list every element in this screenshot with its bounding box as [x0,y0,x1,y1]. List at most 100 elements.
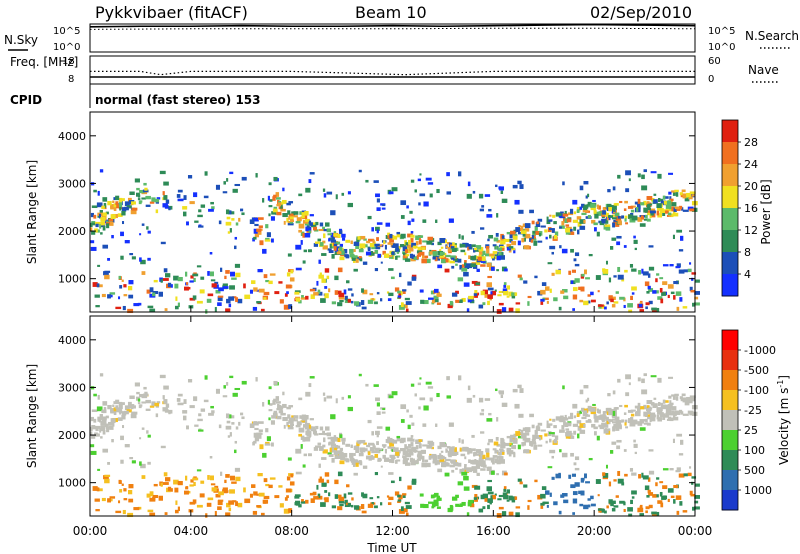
power-echo-cell [486,248,490,254]
velocity-echo-cell [322,444,326,448]
velocity-echo-cell [287,457,292,461]
nave-series-line [90,70,695,76]
power-echo-cell [636,204,641,209]
velocity-echo-cell [643,404,647,410]
power-echo-cell [636,206,639,212]
velocity-echo-cell [194,424,199,427]
power-echo-cell [295,298,301,302]
power-echo-cell [293,211,299,215]
velocity-echo-cell [518,413,524,418]
velocity-echo-cell [475,464,481,469]
velocity-echo-cell [287,425,291,428]
power-echo-cell [630,295,633,301]
velocity-echo-cell [405,505,412,509]
velocity-echo-cell [613,505,619,508]
power-echo-cell [655,278,658,283]
velocity-echo-cell [336,494,342,499]
velocity-echo-cell [670,495,675,499]
power-echo-cell [147,257,151,261]
velocity-echo-cell [484,498,488,502]
power-echo-cell [258,288,265,293]
velocity-echo-cell [370,455,374,460]
velocity-echo-cell [380,502,383,506]
power-echo-cell [625,188,630,193]
noise-frame [89,23,696,53]
power-echo-cell [90,246,97,251]
velocity-echo-cell [639,505,642,509]
velocity-echo-cell [165,477,171,482]
power-echo-cell [397,295,402,298]
velocity-echo-cell [234,440,238,444]
velocity-echo-cell [324,472,330,477]
velocity-echo-cell [562,417,569,421]
colorbar-swatch [722,230,738,253]
velocity-echo-cell [398,476,402,482]
velocity-echo-cell [99,428,102,433]
velocity-echo-cell [380,465,383,468]
power-echo-cell [657,205,663,211]
power-echo-cell [207,293,214,297]
power-echo-cell [376,292,380,295]
power-echo-cell [527,301,530,306]
colorbar-swatch [722,142,738,165]
velocity-echo-cell [427,440,434,445]
power-echo-cell [182,206,188,210]
power-echo-cell [400,233,406,239]
velocity-echo-cell [319,476,322,481]
power-echo-cell [334,243,338,247]
power-echo-cell [390,242,396,247]
power-echo-cell [288,304,293,309]
power-echo-cell [278,281,283,284]
velocity-echo-cell [290,423,294,427]
velocity-echo-cell [464,464,467,467]
velocity-echo-cell [524,432,530,436]
velocity-echo-cell [322,392,326,396]
velocity-echo-cell [562,385,565,390]
power-echo-cell [130,210,137,215]
velocity-echo-cell [107,498,111,503]
power-echo-cell [559,225,565,229]
power-echo-cell [389,233,393,239]
velocity-echo-cell [162,482,169,485]
power-echo-cell [565,231,571,235]
power-echo-cell [669,213,674,218]
power-echo-cell [225,221,232,226]
velocity-echo-cell [141,427,145,430]
power-echo-cell [206,298,212,303]
velocity-echo-cell [262,452,267,458]
velocity-echo-cell [608,499,613,504]
power-echo-cell [669,264,674,267]
velocity-echo-cell [406,409,409,413]
power-echo-cell [690,289,695,293]
velocity-echo-cell [662,485,668,490]
power-echo-cell [326,275,330,280]
power-echo-cell [634,247,637,251]
velocity-echo-cell [652,513,658,517]
velocity-echo-cell [361,492,364,497]
power-echo-cell [312,226,318,231]
velocity-echo-cell [667,416,672,420]
velocity-echo-cell [338,499,345,504]
power-echo-cell [512,184,518,189]
velocity-echo-cell [660,502,664,508]
velocity-echo-cell [429,455,433,459]
velocity-echo-cell [267,436,271,442]
velocity-echo-cell [265,428,269,433]
power-echo-cell [417,246,422,252]
colorbar-swatch [722,450,738,471]
velocity-echo-cell [269,403,273,406]
velocity-echo-cell [576,413,580,417]
velocity-echo-cell [522,441,526,446]
velocity-echo-cell [520,434,527,438]
power-echo-cell [177,189,183,193]
power-echo-cell [231,218,235,221]
velocity-echo-cell [572,512,576,515]
velocity-echo-cell [115,510,122,514]
velocity-echo-cell [123,410,129,415]
velocity-echo-cell [324,497,329,503]
power-echo-cell [371,246,376,250]
power-echo-cell [397,290,401,294]
velocity-echo-cell [167,486,172,492]
velocity-echo-cell [593,413,597,419]
colorbar-tick-label: 16 [744,202,758,215]
